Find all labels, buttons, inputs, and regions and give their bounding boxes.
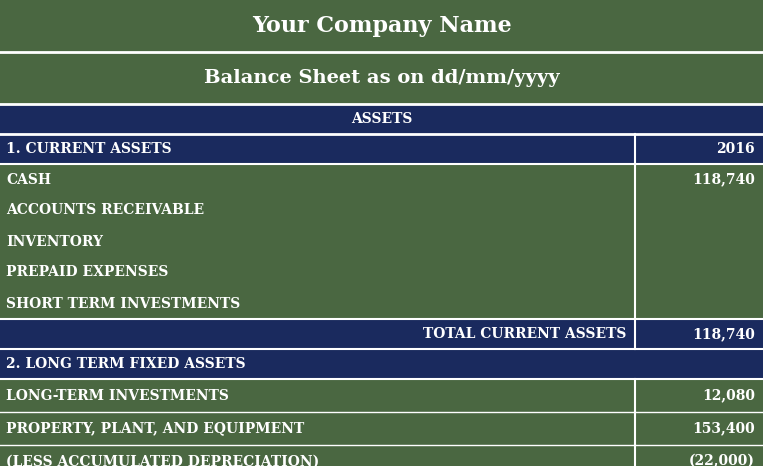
Text: 1. CURRENT ASSETS: 1. CURRENT ASSETS (6, 142, 172, 156)
Text: LONG-TERM INVESTMENTS: LONG-TERM INVESTMENTS (6, 389, 229, 403)
Bar (0, 164, 635, 319)
Bar (0, 412, 635, 445)
Text: 2016: 2016 (716, 142, 755, 156)
Text: 118,740: 118,740 (692, 172, 755, 186)
Text: ASSETS: ASSETS (351, 112, 412, 126)
Bar (635, 412, 763, 445)
Text: SHORT TERM INVESTMENTS: SHORT TERM INVESTMENTS (6, 296, 240, 310)
Text: 12,080: 12,080 (702, 389, 755, 403)
Text: PREPAID EXPENSES: PREPAID EXPENSES (6, 266, 169, 280)
Bar (0, 134, 763, 164)
Bar (0, 0, 763, 52)
Text: Balance Sheet as on dd/mm/yyyy: Balance Sheet as on dd/mm/yyyy (204, 69, 559, 87)
Text: INVENTORY: INVENTORY (6, 234, 103, 248)
Text: (22,000): (22,000) (689, 454, 755, 466)
Text: CASH: CASH (6, 172, 51, 186)
Text: 118,740: 118,740 (692, 327, 755, 341)
Text: (LESS ACCUMULATED DEPRECIATION): (LESS ACCUMULATED DEPRECIATION) (6, 454, 319, 466)
Bar (0, 445, 635, 466)
Bar (635, 379, 763, 412)
Text: TOTAL CURRENT ASSETS: TOTAL CURRENT ASSETS (423, 327, 627, 341)
Text: 153,400: 153,400 (692, 422, 755, 436)
Text: ACCOUNTS RECEIVABLE: ACCOUNTS RECEIVABLE (6, 204, 204, 218)
Text: 2. LONG TERM FIXED ASSETS: 2. LONG TERM FIXED ASSETS (6, 357, 246, 371)
Bar (0, 379, 635, 412)
Text: Your Company Name: Your Company Name (252, 15, 511, 37)
Bar (0, 349, 763, 379)
Bar (0, 319, 763, 349)
Bar (0, 104, 763, 134)
Bar (635, 445, 763, 466)
Bar (635, 164, 763, 319)
Text: PROPERTY, PLANT, AND EQUIPMENT: PROPERTY, PLANT, AND EQUIPMENT (6, 422, 304, 436)
Bar (0, 52, 763, 104)
